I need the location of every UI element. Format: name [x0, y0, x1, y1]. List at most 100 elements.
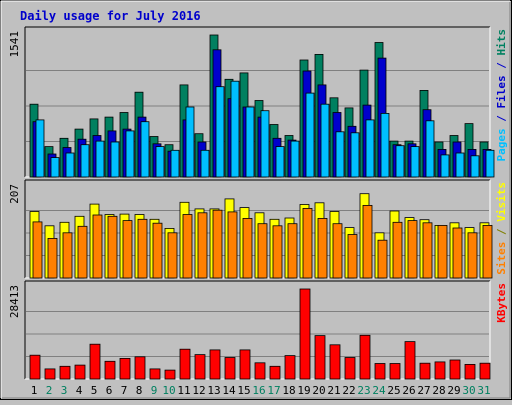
bar-kbytes-kbytes-day-12 [194, 354, 206, 380]
bar-visitors-sites-day-22 [347, 234, 358, 279]
bar-kbytes-kbytes-day-31 [479, 362, 491, 380]
x-tick-label-day-23: 23 [357, 384, 370, 397]
bar-traffic-pages-day-30 [470, 155, 480, 178]
x-tick-label-day-30: 30 [462, 384, 475, 397]
bar-kbytes-kbytes-day-26 [404, 341, 416, 380]
panel-kbytes-legend-part-0: KBytes [495, 283, 508, 323]
bar-traffic-pages-day-26 [410, 146, 420, 178]
bar-traffic-pages-day-13 [215, 86, 225, 178]
panel-traffic-ymax-label: 1541 [8, 31, 21, 58]
bar-traffic-pages-day-28 [440, 154, 450, 178]
bar-visitors-sites-day-14 [227, 211, 238, 279]
bar-visitors-sites-day-15 [242, 217, 253, 279]
bar-kbytes-kbytes-day-27 [419, 362, 431, 380]
bar-visitors-sites-day-20 [317, 217, 328, 279]
x-tick-label-day-27: 27 [417, 384, 430, 397]
bar-visitors-sites-day-3 [62, 232, 73, 279]
bar-visitors-sites-day-13 [212, 209, 223, 279]
bar-kbytes-kbytes-day-23 [359, 334, 371, 380]
bar-traffic-pages-day-16 [260, 110, 270, 178]
bar-traffic-pages-day-22 [350, 132, 360, 178]
bar-kbytes-kbytes-day-5 [89, 343, 101, 380]
bar-kbytes-kbytes-day-18 [284, 355, 296, 380]
x-tick-label-day-9: 9 [151, 384, 158, 397]
x-tick-label-day-10: 10 [162, 384, 175, 397]
bar-traffic-pages-day-20 [320, 103, 330, 178]
bar-kbytes-kbytes-day-6 [104, 360, 116, 380]
panel-visitors-legend-part-0: Sites [495, 242, 508, 275]
bar-kbytes-kbytes-day-28 [434, 361, 446, 380]
bar-visitors-sites-day-27 [422, 222, 433, 279]
panel-visitors-ymax-label: 207 [8, 184, 21, 204]
bar-visitors-sites-day-25 [392, 221, 403, 279]
x-tick-label-day-17: 17 [267, 384, 280, 397]
bar-kbytes-kbytes-day-1 [29, 354, 41, 380]
bar-traffic-pages-day-15 [245, 106, 255, 178]
x-tick-label-day-29: 29 [447, 384, 460, 397]
x-tick-label-day-13: 13 [207, 384, 220, 397]
x-tick-label-day-20: 20 [312, 384, 325, 397]
panel-visitors-legend: Sites / Visits [495, 182, 508, 275]
bar-visitors-sites-day-1 [32, 221, 43, 279]
bar-traffic-pages-day-23 [365, 119, 375, 178]
bar-visitors-sites-day-30 [467, 232, 478, 279]
bar-kbytes-kbytes-day-24 [374, 363, 386, 380]
bar-visitors-sites-day-8 [137, 218, 148, 279]
bar-kbytes-kbytes-day-7 [119, 357, 131, 380]
bar-visitors-sites-day-7 [122, 220, 133, 279]
bar-kbytes-kbytes-day-10 [164, 369, 176, 380]
bar-visitors-sites-day-10 [167, 232, 178, 279]
bar-visitors-sites-day-21 [332, 223, 343, 279]
bar-traffic-pages-day-27 [425, 120, 435, 178]
x-tick-label-day-1: 1 [31, 384, 38, 397]
bar-visitors-sites-day-11 [182, 214, 193, 279]
bar-traffic-pages-day-12 [200, 149, 210, 178]
x-tick-label-day-6: 6 [106, 384, 113, 397]
bar-traffic-pages-day-11 [185, 106, 195, 178]
bar-kbytes-kbytes-day-30 [464, 363, 476, 380]
panel-traffic-legend-part-1: / [495, 109, 508, 129]
bar-kbytes-kbytes-day-9 [149, 368, 161, 380]
bar-kbytes-kbytes-day-4 [74, 364, 86, 380]
x-tick-label-day-8: 8 [136, 384, 143, 397]
x-tick-label-day-26: 26 [402, 384, 415, 397]
x-tick-label-day-18: 18 [282, 384, 295, 397]
bar-kbytes-kbytes-day-17 [269, 365, 281, 380]
bar-traffic-pages-day-4 [80, 144, 90, 178]
chart-title: Daily usage for July 2016 [20, 9, 201, 23]
bar-kbytes-kbytes-day-13 [209, 349, 221, 380]
bar-traffic-pages-day-29 [455, 152, 465, 178]
bar-kbytes-kbytes-day-2 [44, 368, 56, 380]
bar-visitors-sites-day-5 [92, 214, 103, 279]
bar-traffic-pages-day-9 [155, 146, 165, 178]
bar-traffic-pages-day-2 [50, 157, 60, 178]
x-tick-label-day-19: 19 [297, 384, 310, 397]
bar-visitors-sites-day-28 [437, 224, 448, 279]
x-tick-label-day-24: 24 [372, 384, 386, 397]
panel-traffic-legend-part-2: Files [495, 75, 508, 108]
bar-traffic-pages-day-24 [380, 113, 390, 178]
bar-kbytes-kbytes-day-21 [329, 344, 341, 380]
bar-kbytes-kbytes-day-29 [449, 359, 461, 380]
panel-traffic-legend-part-0: Pages [495, 128, 508, 161]
bar-visitors-sites-day-9 [152, 222, 163, 279]
x-tick-label-day-31: 31 [477, 384, 490, 397]
bar-traffic-pages-day-31 [485, 149, 495, 178]
bar-visitors-sites-day-19 [302, 207, 313, 279]
bar-traffic-pages-day-10 [170, 149, 180, 178]
bar-traffic-pages-day-8 [140, 121, 150, 178]
x-tick-label-day-14: 14 [222, 384, 236, 397]
x-tick-label-day-5: 5 [91, 384, 98, 397]
bar-kbytes-kbytes-day-15 [239, 349, 251, 380]
bar-visitors-sites-day-16 [257, 223, 268, 279]
bar-kbytes-kbytes-day-8 [134, 356, 146, 380]
bar-visitors-sites-day-23 [362, 204, 373, 279]
bar-traffic-pages-day-21 [335, 131, 345, 178]
bar-traffic-pages-day-1 [35, 119, 45, 178]
panel-visitors-legend-part-2: Visits [495, 182, 508, 222]
panel-kbytes-legend: KBytes [495, 283, 508, 323]
bar-kbytes-kbytes-day-22 [344, 357, 356, 380]
bar-traffic-pages-day-7 [125, 130, 135, 178]
bar-kbytes-kbytes-day-14 [224, 357, 236, 380]
